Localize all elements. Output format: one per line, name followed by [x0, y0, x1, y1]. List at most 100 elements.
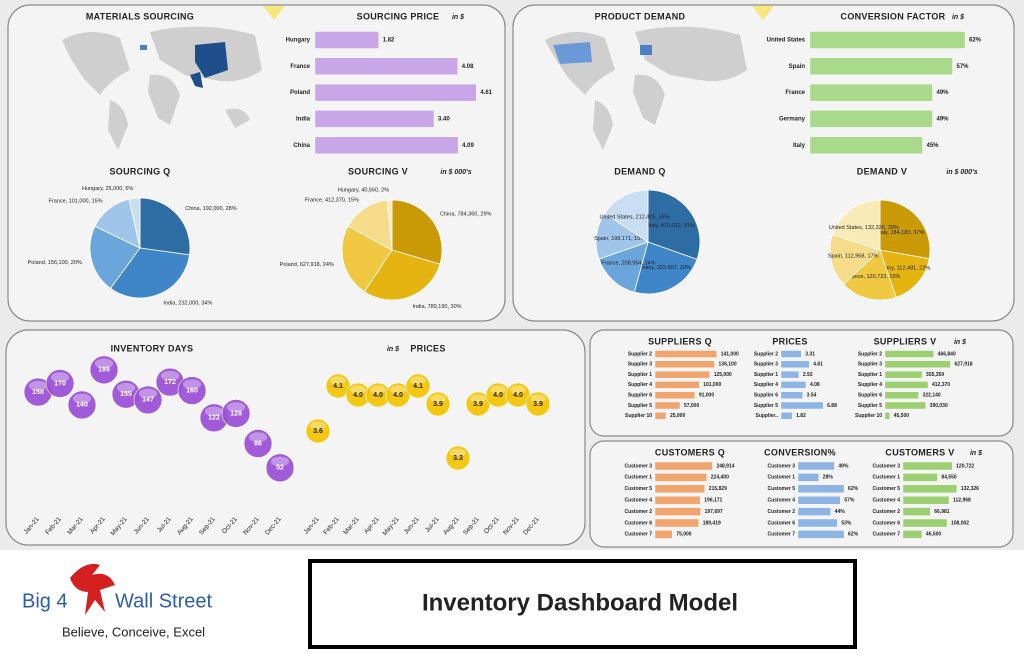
chart-title: SUPPLIERS V — [874, 336, 937, 346]
value-label: 4.08 — [462, 64, 474, 70]
value-label: 44% — [835, 509, 846, 515]
chart-title: PRICES — [410, 343, 445, 353]
bar — [797, 496, 841, 505]
value-label: 57,000 — [684, 403, 700, 409]
bubble-highlight — [204, 406, 224, 417]
value-label: 189 — [98, 367, 110, 374]
bar — [902, 507, 931, 516]
category-label: France — [290, 64, 310, 70]
bubble — [445, 445, 471, 471]
title-box — [308, 559, 857, 649]
value-label: 3.54 — [807, 393, 817, 399]
bar — [884, 350, 934, 358]
bar — [780, 360, 810, 368]
slice-label: Italy, 184,183, 37% — [878, 230, 925, 236]
value-label: 46,500 — [926, 532, 942, 538]
slice-label: France, 101,000, 15% — [49, 198, 103, 204]
bar — [797, 530, 845, 539]
category-label: Supplier 3 — [628, 362, 652, 368]
slice-label: Spain, 198,171, 15% — [594, 236, 645, 242]
bar — [780, 391, 803, 399]
chart-title: CUSTOMERS V — [885, 447, 954, 457]
pie-slice — [139, 197, 191, 256]
chart-title: CONVERSION% — [764, 447, 836, 457]
value-label: 4.0 — [393, 392, 403, 399]
bar — [654, 507, 701, 516]
bar — [797, 484, 845, 493]
category-label: Customer 5 — [872, 486, 900, 492]
bar — [797, 473, 819, 482]
category-label: China — [293, 143, 310, 149]
pie-slice — [829, 233, 881, 285]
slice-label: United States, 212,429, 15% — [599, 214, 669, 220]
category-label: Poland — [290, 90, 310, 96]
category-label: Germany — [779, 116, 806, 122]
bar — [654, 412, 667, 420]
value-label: 25,000 — [670, 413, 686, 419]
value-label: 6.88 — [827, 403, 837, 409]
category-label: Supplier.. — [755, 413, 778, 419]
value-label: 390,030 — [930, 403, 948, 409]
value-label: 3.31 — [805, 351, 815, 357]
bar — [780, 381, 807, 389]
bubble-highlight — [510, 385, 526, 394]
chart-title: SOURCING V — [348, 166, 408, 176]
category-label: Supplier 3 — [754, 362, 778, 368]
value-label: 248,914 — [716, 463, 734, 469]
category-label: Supplier 3 — [858, 362, 882, 368]
value-label: 170 — [54, 380, 66, 387]
category-label: Supplier 2 — [754, 351, 778, 357]
pie-slice — [386, 199, 393, 251]
category-label: Customer 1 — [767, 475, 795, 481]
pie-slice — [363, 249, 441, 301]
value-label: 101,000 — [703, 382, 721, 388]
bar — [902, 484, 958, 493]
bubble-highlight — [430, 394, 446, 403]
category-label: Customer 4 — [872, 498, 900, 504]
bar — [809, 83, 933, 102]
slice-label: Hungary, 40,560, 2% — [338, 188, 389, 194]
value-label: 224,400 — [711, 475, 729, 481]
bar — [654, 370, 710, 379]
slice-label: Germany, 112,481, 22% — [871, 265, 930, 271]
value-label: 53% — [841, 520, 852, 526]
value-label: 215,829 — [709, 486, 727, 492]
bubble-highlight — [50, 372, 70, 383]
category-label: Customer 5 — [624, 486, 652, 492]
chart-title: DEMAND Q — [614, 166, 665, 176]
chart-title: CONVERSION FACTOR — [841, 11, 946, 21]
pie-slice — [347, 199, 393, 251]
bubble — [525, 391, 551, 417]
slice-label: United States, 132,326, 29% — [829, 225, 899, 231]
value-label: 75,000 — [676, 532, 692, 538]
value-label: 466,840 — [938, 351, 956, 357]
bubble-highlight — [94, 358, 114, 369]
category-label: India — [296, 116, 311, 122]
value-label: 141,000 — [721, 351, 739, 357]
bubble-highlight — [410, 376, 426, 385]
bar — [884, 412, 890, 420]
slice-label: Germany, 322,607, 20% — [632, 265, 691, 271]
value-label: 4.0 — [493, 392, 503, 399]
chart-title: DEMAND V — [857, 166, 907, 176]
category-label: Supplier 4 — [858, 382, 882, 388]
bar — [797, 507, 831, 516]
category-label: Supplier 6 — [754, 393, 778, 399]
value-label: 91,000 — [699, 393, 715, 399]
slice-label: China, 192,000, 28% — [185, 206, 236, 212]
bar — [902, 461, 953, 471]
bar — [314, 110, 435, 128]
bubble-highlight — [530, 394, 546, 403]
value-label: 45% — [927, 143, 940, 149]
bar — [902, 473, 938, 482]
value-label: 1.82 — [796, 413, 806, 419]
value-label: 147 — [142, 397, 154, 404]
chart-title: SOURCING Q — [109, 166, 170, 176]
bubble-highlight — [490, 385, 506, 394]
bar — [654, 381, 700, 389]
bubble — [133, 385, 163, 415]
pie-slice — [391, 199, 443, 265]
pie-slice — [598, 241, 649, 293]
bubble-highlight — [226, 402, 246, 413]
category-label: Customer 4 — [624, 498, 652, 504]
